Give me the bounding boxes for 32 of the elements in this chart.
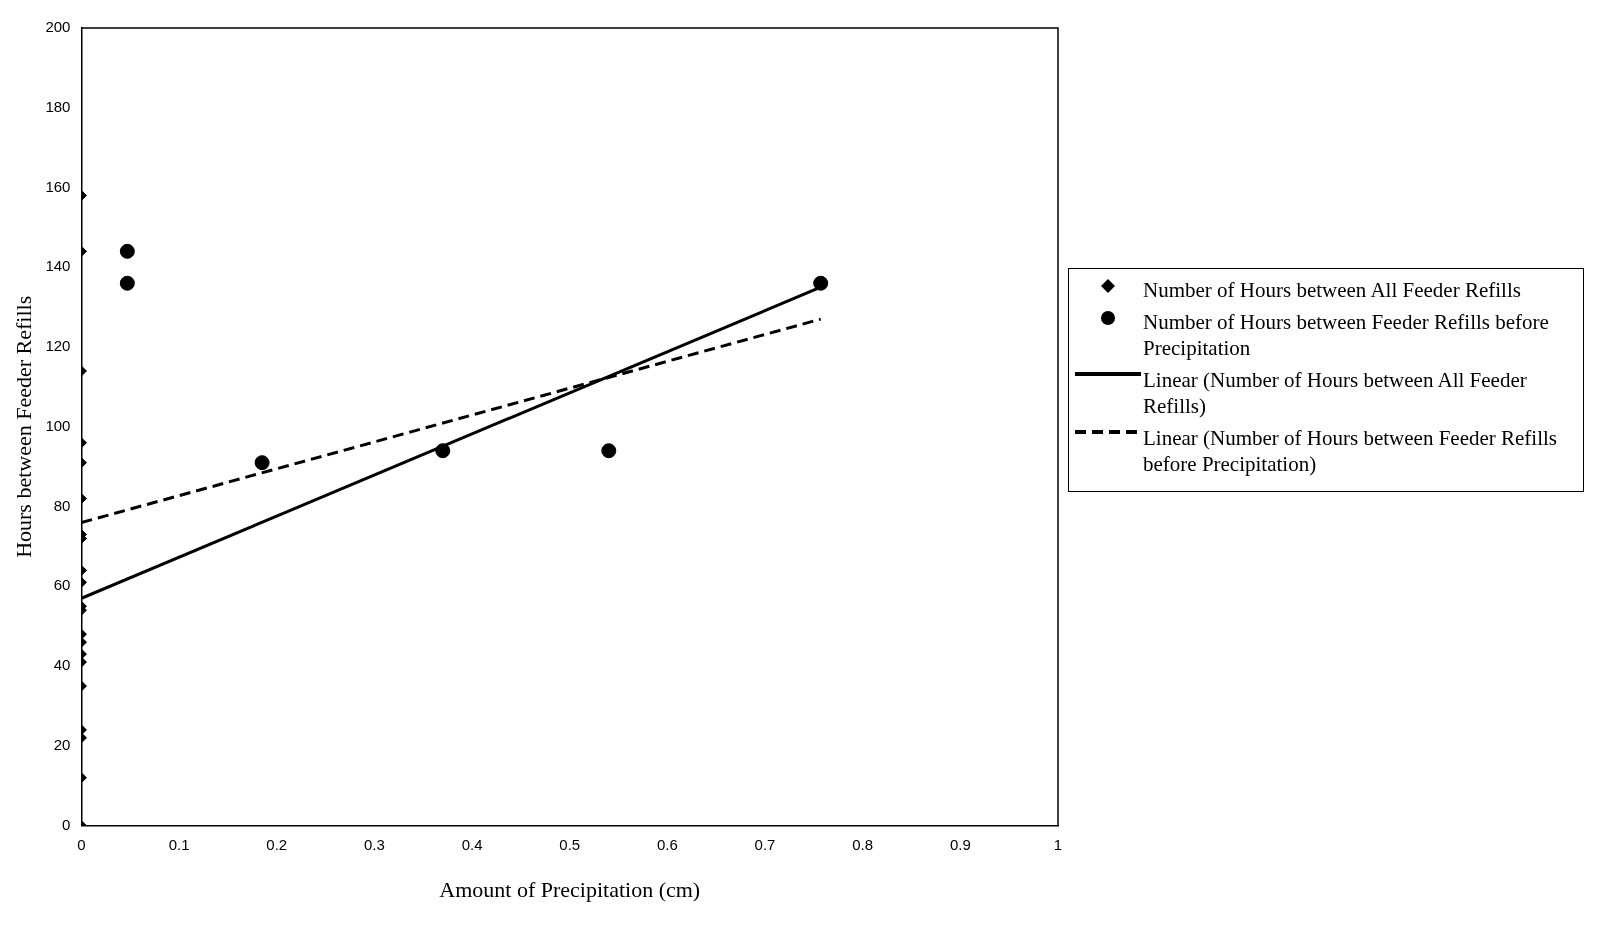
y-tick-label: 80: [53, 496, 71, 514]
y-tick-label: 120: [45, 337, 71, 355]
y-tick-label: 140: [45, 257, 71, 275]
legend-label: Number of Hours between Feeder Refills before Precipitation: [1143, 309, 1550, 361]
x-tick-label: 0.5: [559, 835, 581, 853]
legend-label: Number of Hours between All Feeder Refills: [1143, 277, 1521, 303]
y-tick-label: 60: [53, 576, 71, 594]
x-tick-label: 0.2: [266, 835, 288, 853]
x-tick-label: 0.8: [852, 835, 874, 853]
x-tick-label: 0.4: [461, 835, 483, 853]
x-tick-label: 0: [77, 835, 86, 853]
x-tick-label: 0.6: [656, 835, 678, 853]
point: [813, 275, 829, 291]
x-tick-label: 1: [1053, 835, 1063, 853]
x-tick-label: 0.7: [754, 835, 776, 853]
point: [601, 443, 617, 459]
point: [254, 455, 270, 471]
legend-label: Linear (Number of Hours between Feeder Refills before Precipitation): [1143, 425, 1559, 477]
x-tick-label: 0.3: [363, 835, 385, 853]
x-tick-label: 0.1: [168, 835, 190, 853]
x-axis-title: Amount of Precipitation (cm): [439, 876, 701, 902]
y-axis-title: Hours between Feeder Refills: [10, 295, 36, 558]
y-tick-label: 160: [45, 177, 71, 195]
x-tick-label: 0.9: [949, 835, 971, 853]
y-tick-label: 100: [45, 416, 71, 434]
y-tick-label: 0: [62, 815, 71, 833]
y-tick-label: 180: [45, 97, 71, 115]
point: [435, 443, 451, 459]
y-tick-label: 40: [53, 656, 71, 674]
legend-label: Linear (Number of Hours between All Feeder Refills): [1143, 367, 1528, 419]
y-tick-label: 20: [53, 735, 71, 753]
y-tick-label: 200: [45, 18, 71, 36]
